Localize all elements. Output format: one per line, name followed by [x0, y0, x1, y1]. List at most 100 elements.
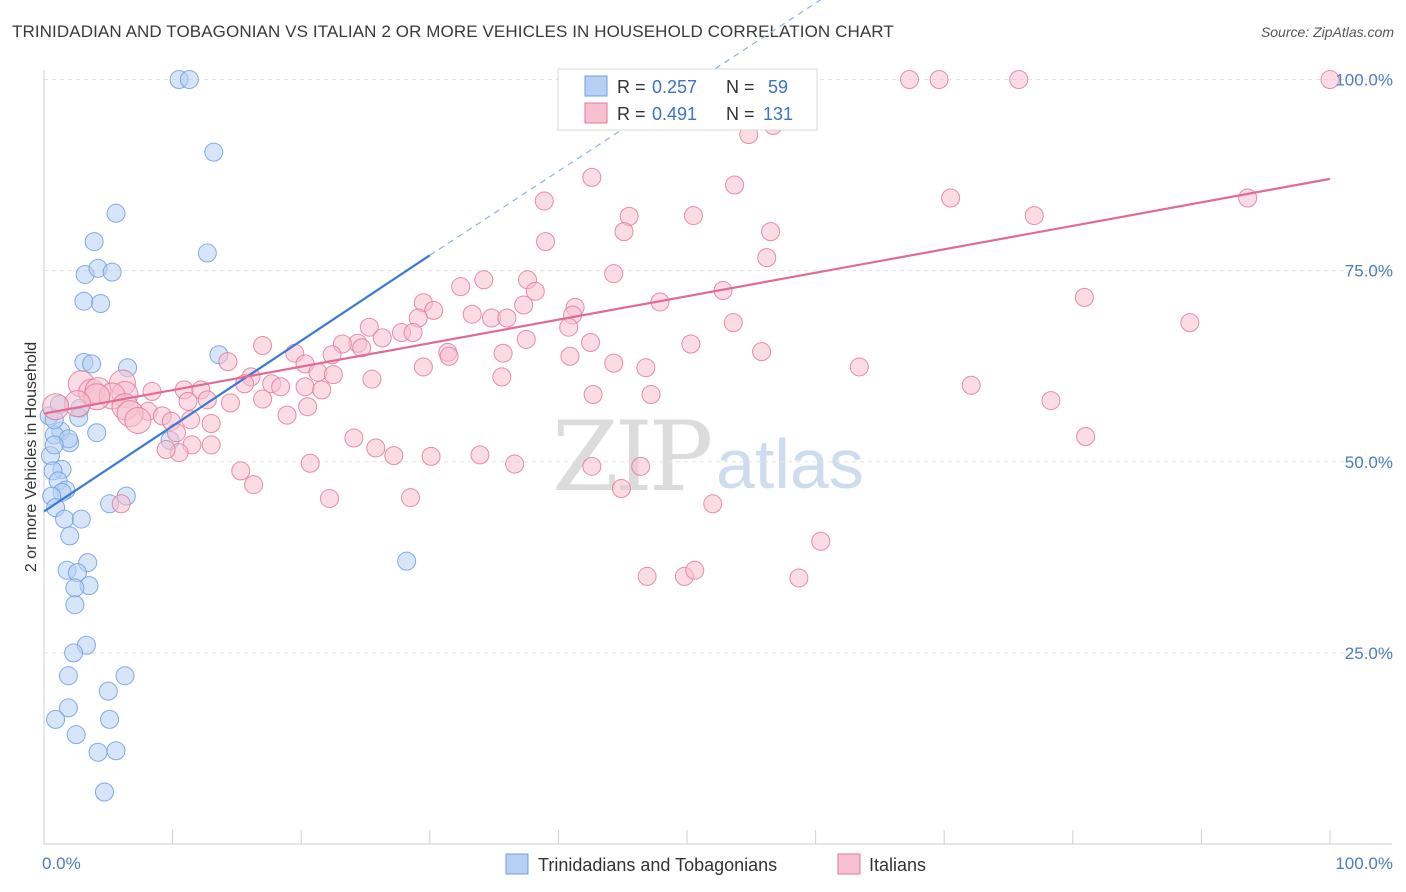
data-point	[65, 595, 85, 615]
data-point	[142, 381, 162, 401]
data-point	[65, 578, 85, 598]
data-point	[505, 454, 525, 474]
y-tick-label: 100.0%	[1335, 71, 1393, 90]
data-point	[298, 397, 318, 417]
data-point	[1076, 427, 1096, 447]
series-legend: Trinidadians and Tobagonians Italians	[505, 853, 926, 875]
data-point	[752, 342, 772, 362]
trendline-trinidadian	[43, 254, 431, 513]
data-point	[614, 222, 634, 242]
data-point	[685, 560, 705, 580]
data-point	[929, 70, 949, 89]
data-point	[106, 203, 126, 223]
data-point	[42, 393, 70, 421]
stats-legend: R = 0.257 N = 59 R = 0.491 N = 131	[557, 68, 818, 131]
data-point	[156, 440, 176, 460]
data-point	[197, 243, 217, 263]
data-point	[106, 741, 126, 761]
data-point	[683, 206, 703, 226]
watermark-zip: ZIP	[552, 401, 711, 513]
data-point	[366, 438, 386, 458]
data-point	[44, 435, 64, 455]
data-point	[536, 232, 556, 252]
legend-n-value-2: 131	[763, 104, 793, 124]
data-point	[64, 643, 84, 663]
data-point	[300, 453, 320, 473]
data-point	[58, 698, 78, 718]
x-tick-label-min: 0.0%	[42, 854, 81, 873]
data-point	[115, 666, 135, 686]
data-point	[60, 526, 80, 546]
data-point	[218, 352, 238, 372]
data-point	[849, 357, 869, 377]
data-point	[631, 456, 651, 476]
data-point	[88, 742, 108, 762]
legend-n-value-1: 59	[768, 77, 788, 97]
y-tick-label: 25.0%	[1345, 644, 1393, 663]
data-point	[757, 248, 777, 268]
data-point	[703, 494, 723, 514]
chart-source: Source: ZipAtlas.com	[1260, 24, 1394, 40]
data-point	[46, 709, 66, 729]
data-point	[253, 389, 273, 409]
data-point	[1074, 287, 1094, 307]
data-point	[636, 358, 656, 378]
data-point	[201, 414, 221, 434]
data-point	[534, 191, 554, 211]
data-point	[723, 313, 743, 333]
data-point	[604, 264, 624, 284]
data-point	[82, 354, 102, 374]
series-legend-label-italian: Italians	[869, 855, 926, 875]
data-point	[66, 725, 86, 745]
data-point	[91, 293, 111, 313]
data-point	[244, 475, 264, 495]
data-point	[1024, 206, 1044, 226]
gridlines	[44, 79, 1392, 654]
data-point	[84, 232, 104, 252]
data-point	[362, 369, 382, 389]
data-point	[344, 428, 364, 448]
data-point	[451, 277, 471, 297]
data-point	[277, 405, 297, 425]
data-point	[94, 782, 114, 802]
data-point	[403, 323, 423, 343]
data-point	[204, 142, 224, 162]
data-point	[514, 295, 534, 315]
data-point	[681, 334, 701, 354]
data-point	[462, 304, 482, 324]
data-point	[1180, 313, 1200, 333]
data-point	[637, 566, 657, 586]
data-point	[384, 446, 404, 466]
watermark-atlas: atlas	[716, 425, 864, 503]
data-point	[100, 709, 120, 729]
data-point	[583, 384, 603, 404]
data-point	[178, 391, 198, 411]
data-point	[941, 188, 961, 208]
data-point	[55, 509, 75, 529]
data-point	[231, 461, 251, 481]
data-point	[641, 384, 661, 404]
data-point	[323, 365, 343, 385]
data-point	[1041, 391, 1061, 411]
data-point	[492, 367, 512, 387]
data-point	[516, 329, 536, 349]
data-point	[525, 281, 545, 301]
data-point	[372, 328, 392, 348]
y-axis-label: 2 or more Vehicles in Household	[23, 342, 40, 572]
data-point	[582, 456, 602, 476]
data-point	[102, 262, 122, 282]
data-point	[581, 332, 601, 352]
legend-r-label-2: R =	[617, 104, 646, 124]
data-point	[87, 423, 107, 443]
data-point	[961, 375, 981, 395]
data-point	[413, 357, 433, 377]
data-point	[401, 488, 421, 508]
data-point	[582, 167, 602, 187]
data-point	[319, 488, 339, 508]
data-point	[725, 175, 745, 195]
data-point	[179, 70, 199, 89]
y-tick-label: 50.0%	[1345, 453, 1393, 472]
data-point	[1009, 70, 1029, 89]
data-point	[197, 390, 217, 410]
